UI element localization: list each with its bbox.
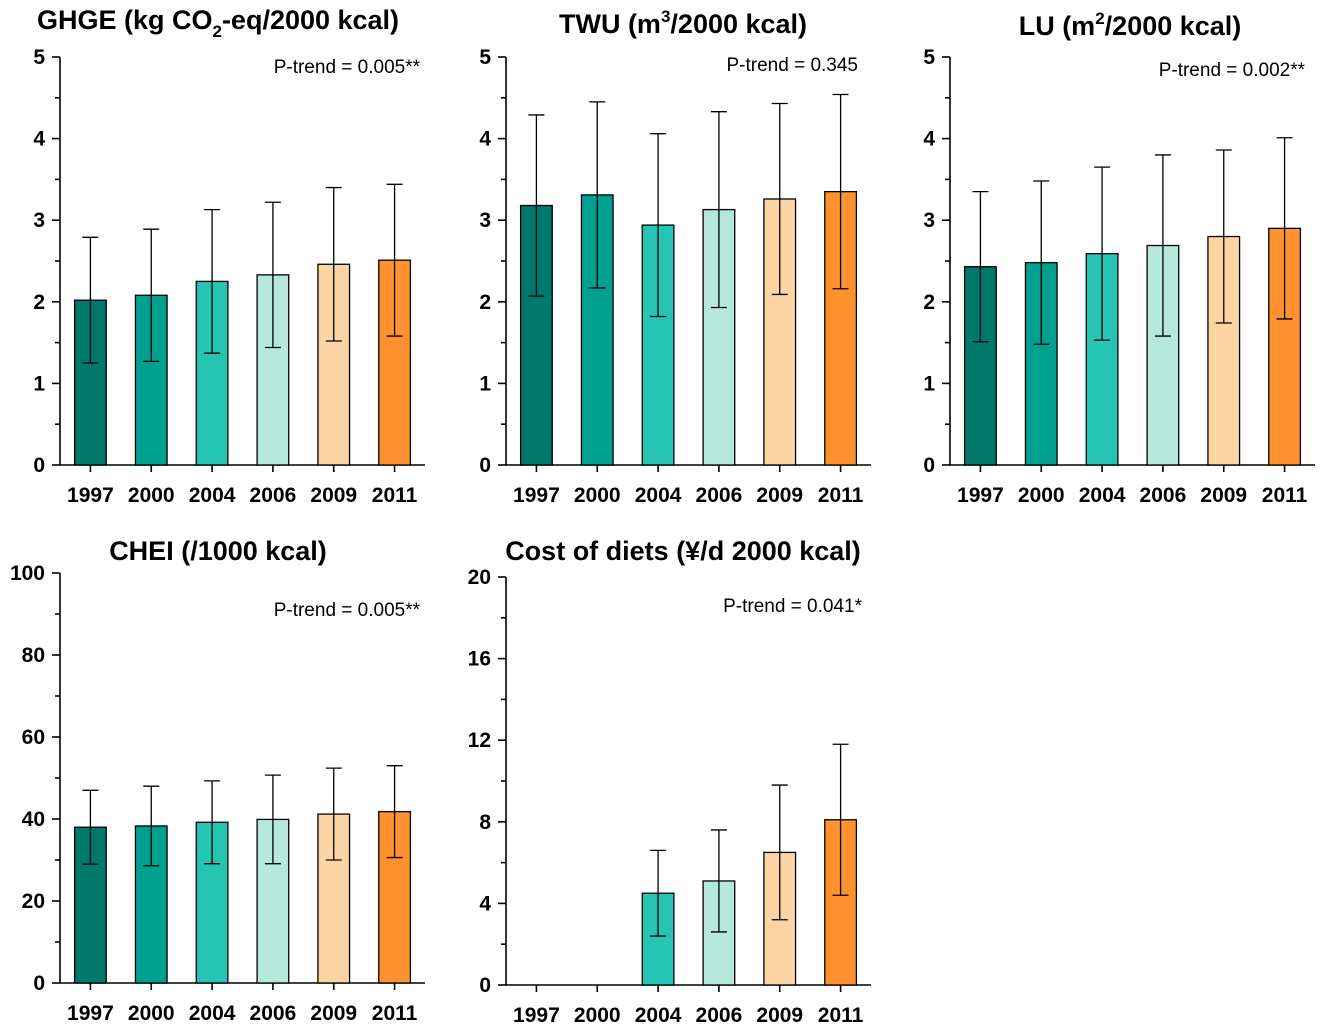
y-tick-label: 0 [33,454,45,477]
y-tick-label: 80 [22,644,45,667]
x-tick-label: 1997 [67,1002,114,1025]
p-trend-label: P-trend = 0.005** [274,57,421,78]
p-trend-label: P-trend = 0.005** [274,600,421,621]
x-tick-label: 2006 [250,484,297,507]
x-tick-label: 1997 [67,484,114,507]
x-tick-label: 2009 [756,1004,803,1027]
chart-title: Cost of diets (¥/d 2000 kcal) [505,536,861,566]
x-tick-label: 2004 [1079,484,1126,507]
x-tick-label: 2009 [310,484,357,507]
y-tick-label: 12 [468,729,491,752]
x-tick-label: 2006 [250,1002,297,1025]
y-tick-label: 0 [479,974,491,997]
p-trend-label: P-trend = 0.002** [1159,60,1306,81]
x-tick-label: 2009 [310,1002,357,1025]
x-tick-label: 2000 [574,484,621,507]
x-tick-label: 2004 [189,1002,236,1025]
x-tick-label: 2000 [1018,484,1065,507]
x-tick-label: 2011 [372,484,418,507]
chart-title-superscript: 2 [1095,9,1104,28]
y-tick-label: 3 [923,209,935,232]
bar-2006 [1146,244,1180,466]
chart-title: TWU (m3/2000 kcal) [559,7,807,39]
chart-title-main: LU (m [1019,11,1096,41]
chart-title-subscript: 2 [212,22,221,41]
chart-panel-cost: Cost of diets (¥/d 2000 kcal) 0 4 8 12 16 20 19… [468,536,871,1027]
x-tick-label: 2011 [818,484,864,507]
y-tick-label: 4 [923,128,935,151]
y-tick-label: 5 [479,46,491,69]
x-tick-label: 1997 [513,1004,560,1027]
x-tick-label: 2000 [128,484,175,507]
bar-2011 [1268,227,1302,466]
x-tick-label: 1997 [513,484,560,507]
x-tick-label: 2009 [1200,484,1247,507]
y-tick-label: 2 [33,291,45,314]
chart-title-main: CHEI (/1000 kcal) [109,536,327,566]
chart-title: GHGE (kg CO2-eq/2000 kcal) [37,5,399,41]
chart-title-main: TWU (m [559,9,661,39]
y-tick-label: 60 [22,726,45,749]
y-tick-label: 4 [479,128,491,151]
x-tick-label: 1997 [957,484,1004,507]
x-tick-label: 2004 [635,484,682,507]
y-tick-label: 1 [479,372,491,395]
y-tick-label: 0 [33,972,45,995]
y-tick-label: 40 [22,808,45,831]
x-tick-label: 2011 [1262,484,1308,507]
x-tick-label: 2004 [635,1004,682,1027]
chart-title: CHEI (/1000 kcal) [109,536,327,566]
bar-2004 [195,280,229,466]
y-tick-label: 16 [468,648,491,671]
chart-title-main: GHGE (kg CO [37,5,213,35]
y-tick-label: 1 [923,372,935,395]
y-tick-label: 4 [33,128,45,151]
y-tick-label: 2 [923,291,935,314]
y-tick-label: 0 [479,454,491,477]
y-tick-label: 20 [22,890,45,913]
chart-title-main: Cost of diets (¥/d 2000 kcal) [505,536,861,566]
chart-panel-chei: CHEI (/1000 kcal) 0 20 40 60 80 100 1997 2000 200… [10,536,425,1025]
chart-title-tail: /2000 kcal) [1105,11,1242,41]
x-tick-label: 2011 [372,1002,418,1025]
x-tick-label: 2000 [574,1004,621,1027]
x-tick-label: 2009 [756,484,803,507]
x-tick-label: 2006 [1140,484,1187,507]
y-tick-label: 4 [479,892,491,915]
x-tick-label: 2004 [189,484,236,507]
p-trend-label: P-trend = 0.345 [726,55,858,76]
y-tick-label: 100 [10,562,45,585]
chart-title: LU (m2/2000 kcal) [1019,9,1242,41]
y-tick-label: 8 [479,811,491,834]
bar-1997 [73,299,107,466]
y-tick-label: 20 [468,566,491,589]
y-tick-label: 2 [479,291,491,314]
chart-title-tail: -eq/2000 kcal) [222,5,399,35]
y-tick-label: 5 [923,46,935,69]
y-tick-label: 0 [923,454,935,477]
y-tick-label: 5 [33,46,45,69]
x-tick-label: 2006 [696,484,743,507]
y-tick-label: 3 [33,209,45,232]
x-tick-label: 2006 [696,1004,743,1027]
x-tick-label: 2011 [818,1004,864,1027]
p-trend-label: P-trend = 0.041* [723,596,863,617]
chart-title-tail: /2000 kcal) [670,9,807,39]
chart-title-superscript: 3 [661,7,670,26]
y-tick-label: 3 [479,209,491,232]
x-tick-label: 2000 [128,1002,175,1025]
y-tick-label: 1 [33,372,45,395]
bar-2004 [1085,253,1119,466]
